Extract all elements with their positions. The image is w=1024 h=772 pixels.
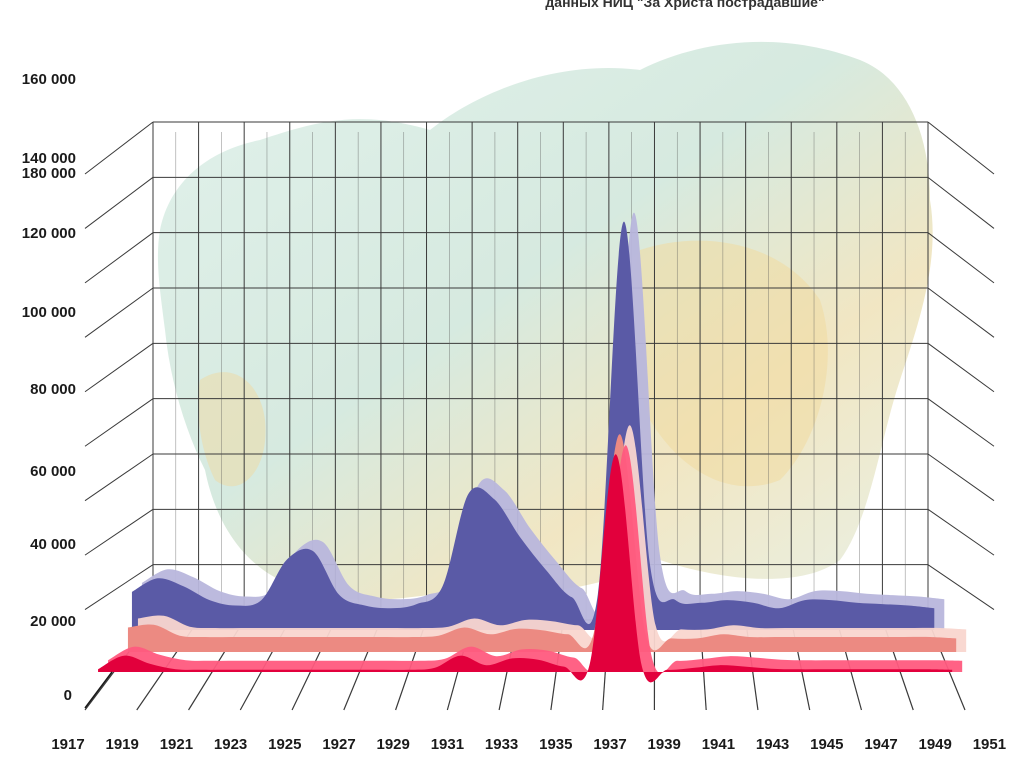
x-tick-label: 1935 [539, 736, 572, 753]
x-tick-label: 1931 [431, 736, 464, 753]
x-tick-label: 1927 [322, 736, 355, 753]
grid-line-side-right [928, 177, 994, 228]
grid-line-side-right [928, 509, 994, 555]
grid-line-side-left [85, 454, 153, 501]
y-tick-label: 40 000 [30, 536, 76, 553]
x-tick-label: 1941 [702, 736, 735, 753]
x-tick-label: 1951 [973, 736, 1006, 753]
x-tick-label: 1947 [864, 736, 897, 753]
y-tick-label: 0 [64, 687, 72, 704]
grid-line-side-left [85, 399, 153, 447]
y-tick-label: 180 000 [22, 165, 76, 182]
axis-corner [85, 672, 112, 708]
y-tick-label: 20 000 [30, 613, 76, 630]
chart-title: данных НИЦ "За Христа пострадавшие" [545, 0, 824, 10]
grid-line-side-right [928, 122, 994, 174]
y-tick-label: 60 000 [30, 463, 76, 480]
grid-line-side-left [85, 343, 153, 391]
x-tick-label: 1917 [51, 736, 84, 753]
grid-line-side-right [928, 288, 994, 337]
x-tick-label: 1949 [919, 736, 952, 753]
x-tick-label: 1945 [810, 736, 843, 753]
grid-line-side-right [928, 343, 994, 391]
y-tick-label: 80 000 [30, 381, 76, 398]
grid-line-side-left [85, 288, 153, 337]
grid-line-side-left [85, 233, 153, 283]
grid-line-side-right [928, 454, 994, 501]
x-tick-label: 1929 [377, 736, 410, 753]
y-tick-label: 100 000 [22, 304, 76, 321]
map-background [158, 42, 933, 600]
grid-line-side-right [928, 399, 994, 447]
grid-line-side-left [85, 177, 153, 228]
grid-line-side-left [85, 509, 153, 555]
x-tick-label: 1919 [106, 736, 139, 753]
x-tick-label: 1937 [593, 736, 626, 753]
grid-line-side-right [928, 233, 994, 283]
x-tick-label: 1921 [160, 736, 193, 753]
y-tick-label: 120 000 [22, 225, 76, 242]
x-tick-label: 1933 [485, 736, 518, 753]
x-tick-label: 1923 [214, 736, 247, 753]
grid-line-side-left [85, 122, 153, 174]
y-tick-label: 160 000 [22, 71, 76, 88]
x-tick-label: 1943 [756, 736, 789, 753]
x-tick-label: 1925 [268, 736, 301, 753]
x-tick-label: 1939 [648, 736, 681, 753]
